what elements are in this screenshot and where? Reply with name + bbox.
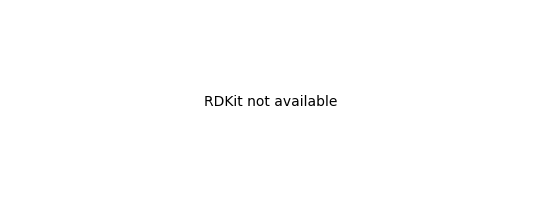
- Text: RDKit not available: RDKit not available: [204, 95, 337, 109]
